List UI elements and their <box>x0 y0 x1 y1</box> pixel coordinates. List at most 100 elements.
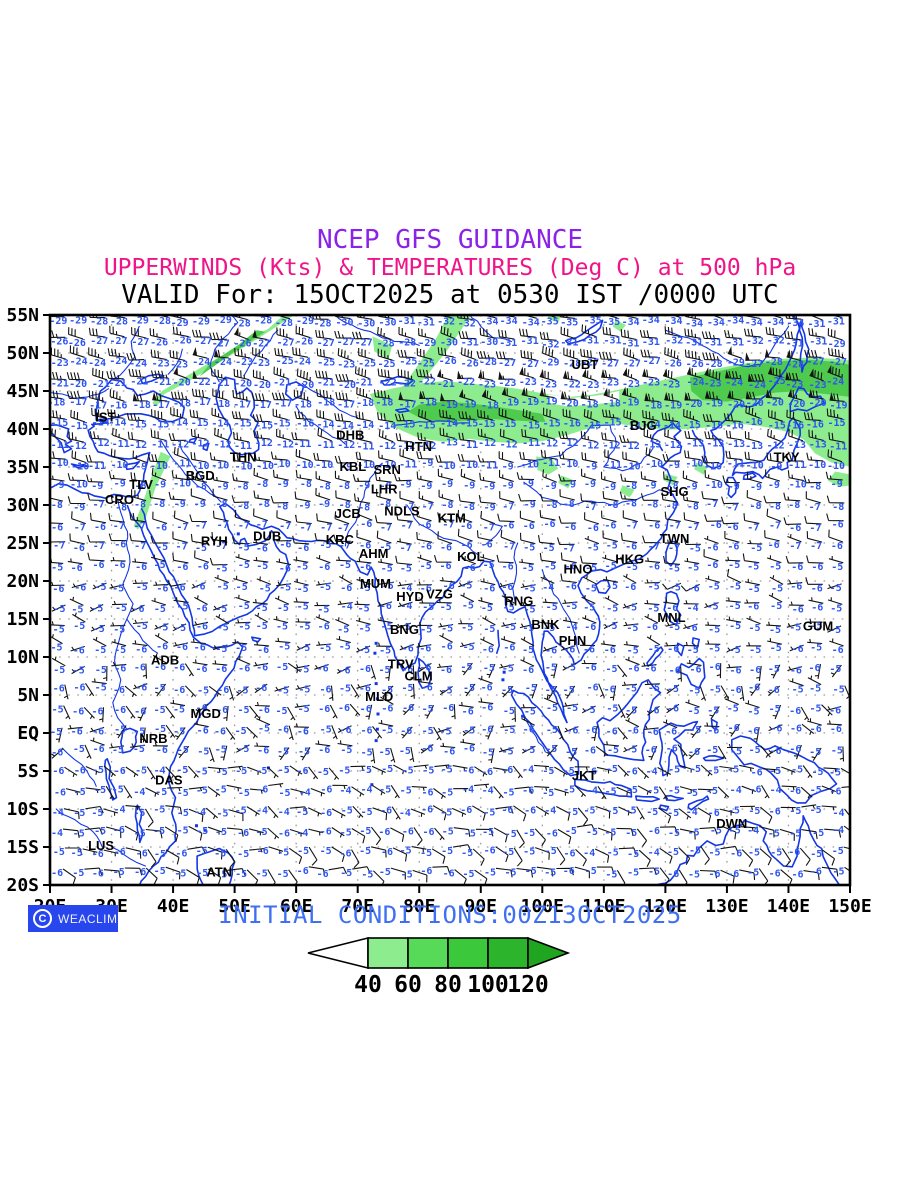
legend-arrow-left <box>307 936 369 970</box>
svg-text:-6: -6 <box>71 563 83 574</box>
svg-text:-8: -8 <box>441 500 453 511</box>
svg-text:-5: -5 <box>361 747 373 758</box>
svg-text:-6: -6 <box>502 521 514 532</box>
legend-box <box>407 937 449 969</box>
svg-text:-5: -5 <box>73 621 85 632</box>
svg-text:-6: -6 <box>419 644 431 655</box>
svg-text:-5: -5 <box>667 808 679 819</box>
svg-text:-4: -4 <box>52 808 64 819</box>
svg-text:-5: -5 <box>504 622 516 633</box>
svg-text:-5: -5 <box>668 563 680 574</box>
svg-text:-11: -11 <box>151 440 169 451</box>
svg-text:-12: -12 <box>191 438 209 449</box>
svg-text:-25: -25 <box>358 359 376 370</box>
svg-text:-4: -4 <box>522 764 534 775</box>
svg-text:-6: -6 <box>463 743 475 754</box>
svg-text:-5: -5 <box>523 543 535 554</box>
svg-text:-4: -4 <box>400 601 412 612</box>
station-label-bng: BNG <box>390 622 419 637</box>
svg-text:-31: -31 <box>603 336 621 347</box>
svg-text:-5: -5 <box>379 747 391 758</box>
lon-tick-label: 110E <box>582 896 625 917</box>
svg-text:-5: -5 <box>504 868 516 879</box>
svg-text:-21: -21 <box>355 378 373 389</box>
svg-text:-6: -6 <box>420 866 432 877</box>
svg-text:-9: -9 <box>135 462 147 473</box>
svg-text:-6: -6 <box>258 705 270 716</box>
station-label-hyd: HYD <box>396 589 423 604</box>
svg-text:-21: -21 <box>92 379 110 390</box>
svg-text:-5: -5 <box>708 625 720 636</box>
svg-text:-6: -6 <box>402 826 414 837</box>
svg-text:-6: -6 <box>318 704 330 715</box>
svg-text:-5: -5 <box>154 604 166 615</box>
svg-text:-5: -5 <box>379 542 391 553</box>
svg-text:-5: -5 <box>707 766 719 777</box>
svg-text:-5: -5 <box>217 582 229 593</box>
svg-text:-5: -5 <box>399 622 411 633</box>
svg-text:-6: -6 <box>51 747 63 758</box>
svg-text:-5: -5 <box>277 603 289 614</box>
svg-text:-5: -5 <box>542 788 554 799</box>
svg-text:-6: -6 <box>92 849 104 860</box>
logo-label: WEACLIM <box>58 911 118 926</box>
svg-text:-5: -5 <box>463 642 475 653</box>
svg-text:-6: -6 <box>255 683 267 694</box>
svg-text:-4: -4 <box>583 848 595 859</box>
svg-text:-7: -7 <box>215 541 227 552</box>
svg-text:-7: -7 <box>789 541 801 552</box>
svg-text:-5: -5 <box>585 563 597 574</box>
svg-text:-13: -13 <box>643 440 661 451</box>
svg-text:-27: -27 <box>829 357 847 368</box>
svg-text:-6: -6 <box>503 642 515 653</box>
svg-text:-11: -11 <box>234 441 252 452</box>
svg-text:-5: -5 <box>483 624 495 635</box>
svg-text:-5: -5 <box>382 581 394 592</box>
svg-text:-5: -5 <box>236 582 248 593</box>
lon-tick-label: 150E <box>828 896 871 917</box>
svg-text:-6: -6 <box>563 866 575 877</box>
svg-text:-5: -5 <box>769 625 781 636</box>
svg-text:-5: -5 <box>542 766 554 777</box>
svg-text:-16: -16 <box>745 417 763 428</box>
svg-text:-21: -21 <box>153 377 171 388</box>
svg-text:-14: -14 <box>356 420 374 431</box>
svg-text:-6: -6 <box>237 828 249 839</box>
svg-text:-8: -8 <box>463 502 475 513</box>
svg-text:-5: -5 <box>483 808 495 819</box>
svg-text:-6: -6 <box>666 603 678 614</box>
svg-text:-5: -5 <box>93 624 105 635</box>
svg-text:-5: -5 <box>256 621 268 632</box>
svg-text:-7: -7 <box>217 520 229 531</box>
svg-text:-30: -30 <box>440 338 458 349</box>
station-label-bjg: BJG <box>630 418 657 433</box>
svg-text:-6: -6 <box>277 725 289 736</box>
lat-tick-label: 50N <box>6 343 39 364</box>
svg-text:-7: -7 <box>584 502 596 513</box>
svg-text:-5: -5 <box>359 846 371 857</box>
svg-text:-8: -8 <box>358 502 370 513</box>
svg-text:-23: -23 <box>704 379 722 390</box>
svg-text:-5: -5 <box>73 665 85 676</box>
svg-text:-5: -5 <box>174 623 186 634</box>
svg-text:-5: -5 <box>420 624 432 635</box>
svg-text:-15: -15 <box>498 419 516 430</box>
svg-text:-5: -5 <box>627 849 639 860</box>
svg-text:-5: -5 <box>606 703 618 714</box>
svg-text:-5: -5 <box>789 622 801 633</box>
svg-text:-4: -4 <box>299 788 311 799</box>
svg-text:-31: -31 <box>786 339 804 350</box>
svg-text:-6: -6 <box>320 827 332 838</box>
lon-tick-label: 100E <box>521 896 564 917</box>
station-label-trv: TRV <box>388 656 414 671</box>
svg-text:-6: -6 <box>669 666 681 677</box>
svg-text:-23: -23 <box>662 380 680 391</box>
station-label-phn: PHN <box>559 633 586 648</box>
svg-text:-5: -5 <box>502 664 514 675</box>
svg-text:-5: -5 <box>747 868 759 879</box>
svg-text:-31: -31 <box>560 338 578 349</box>
svg-text:-6: -6 <box>132 604 144 615</box>
station-label-mgd: MGD <box>191 706 221 721</box>
svg-text:-6: -6 <box>748 683 760 694</box>
svg-text:-5: -5 <box>361 870 373 881</box>
